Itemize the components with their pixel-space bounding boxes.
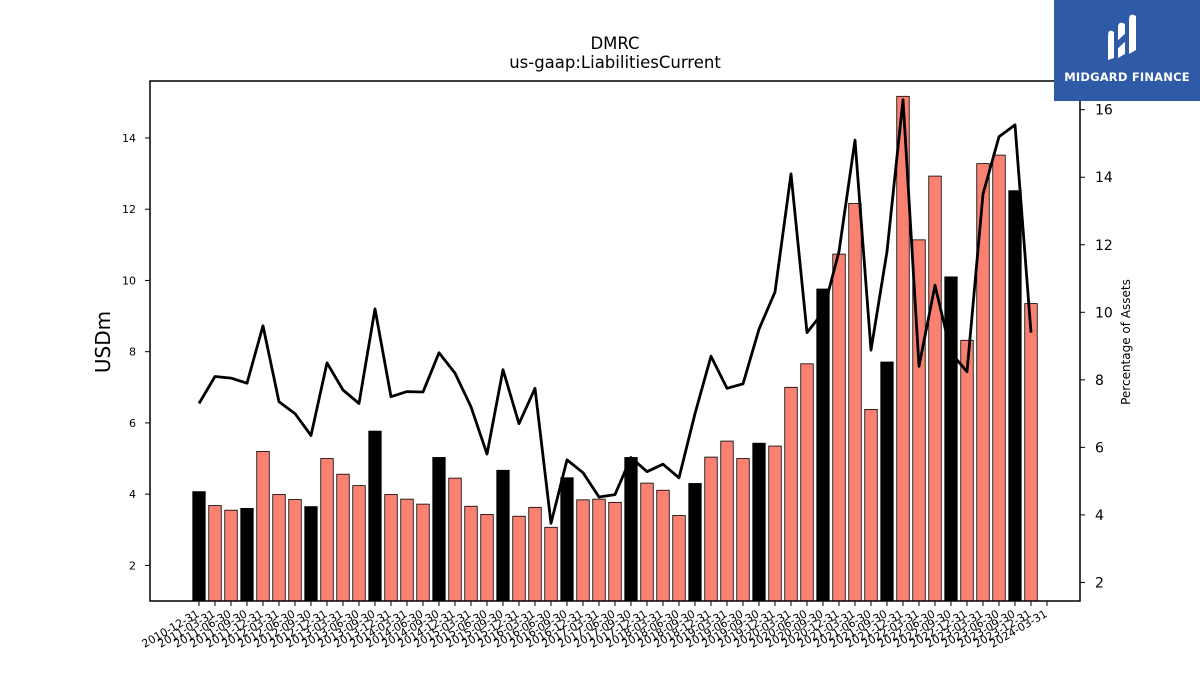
- bar: [688, 483, 702, 602]
- y-tick-label: 8: [129, 346, 136, 359]
- brand-logo: MIDGARD FINANCE: [1054, 0, 1200, 101]
- bar: [192, 491, 206, 602]
- midgard-logo-icon: [1108, 14, 1136, 60]
- bar: [576, 499, 590, 602]
- y-tick-label: 14: [122, 132, 136, 145]
- bar: [336, 473, 350, 602]
- bar: [384, 494, 398, 602]
- y2-tick-label: 8: [1095, 373, 1104, 389]
- y-tick-label: 2: [129, 559, 136, 572]
- bar: [240, 507, 254, 602]
- bar: [864, 408, 878, 602]
- bar: [656, 489, 670, 602]
- bar: [752, 442, 766, 602]
- axes: 24681012142468101214162010-12-312011-03-…: [122, 80, 1113, 651]
- bar: [784, 386, 798, 602]
- y2-tick-label: 4: [1095, 508, 1104, 524]
- bar: [736, 458, 750, 602]
- bar: [768, 445, 782, 602]
- bar: [608, 501, 622, 602]
- bar: [1008, 190, 1022, 602]
- bar: [544, 526, 558, 602]
- line-series: [197, 98, 1033, 525]
- y2-tick-label: 2: [1095, 575, 1104, 591]
- y2-tick-label: 6: [1095, 440, 1104, 456]
- y2-tick-label: 16: [1095, 103, 1113, 119]
- y2-axis-label: Percentage of Assets: [1119, 279, 1133, 405]
- bar: [816, 288, 830, 602]
- bar: [432, 457, 446, 602]
- bar: [944, 276, 958, 602]
- bar: [480, 514, 494, 602]
- bar: [992, 154, 1006, 602]
- y-tick-label: 10: [122, 274, 136, 287]
- bar: [560, 477, 574, 602]
- bar: [496, 469, 510, 602]
- bar: [624, 457, 638, 602]
- bar: [224, 509, 238, 602]
- y-axis-label: USDm: [91, 311, 115, 373]
- bar: [640, 482, 654, 602]
- bar: [448, 477, 462, 602]
- bar: [304, 506, 318, 602]
- bar: [208, 505, 222, 602]
- bar: [416, 503, 430, 602]
- bar: [592, 498, 606, 602]
- bar: [880, 361, 894, 602]
- bar: [800, 363, 814, 602]
- bar: [400, 498, 414, 602]
- y2-tick-label: 12: [1095, 238, 1113, 254]
- bar: [352, 485, 366, 602]
- bar: [512, 515, 526, 602]
- bar: [320, 458, 334, 602]
- bar: [928, 175, 942, 602]
- bar: [720, 440, 734, 602]
- bar: [272, 494, 286, 602]
- y-tick-label: 4: [129, 488, 136, 501]
- brand-logo-text: MIDGARD FINANCE: [1064, 70, 1190, 84]
- chart-title: DMRC: [590, 34, 639, 53]
- percentage-line: [197, 98, 1033, 525]
- y2-tick-label: 14: [1095, 170, 1113, 186]
- bar: [704, 456, 718, 602]
- y-tick-label: 6: [129, 417, 136, 430]
- bar: [848, 203, 862, 602]
- bar: [960, 339, 974, 602]
- chart-subtitle: us-gaap:LiabilitiesCurrent: [509, 53, 721, 72]
- bar: [672, 515, 686, 602]
- bar: [256, 451, 270, 602]
- y-tick-label: 12: [122, 203, 136, 216]
- bar: [464, 505, 478, 602]
- bar: [288, 499, 302, 602]
- bar: [1024, 303, 1038, 602]
- bar: [832, 253, 846, 602]
- bar: [368, 430, 382, 602]
- y2-tick-label: 10: [1095, 305, 1113, 321]
- bar: [528, 506, 542, 602]
